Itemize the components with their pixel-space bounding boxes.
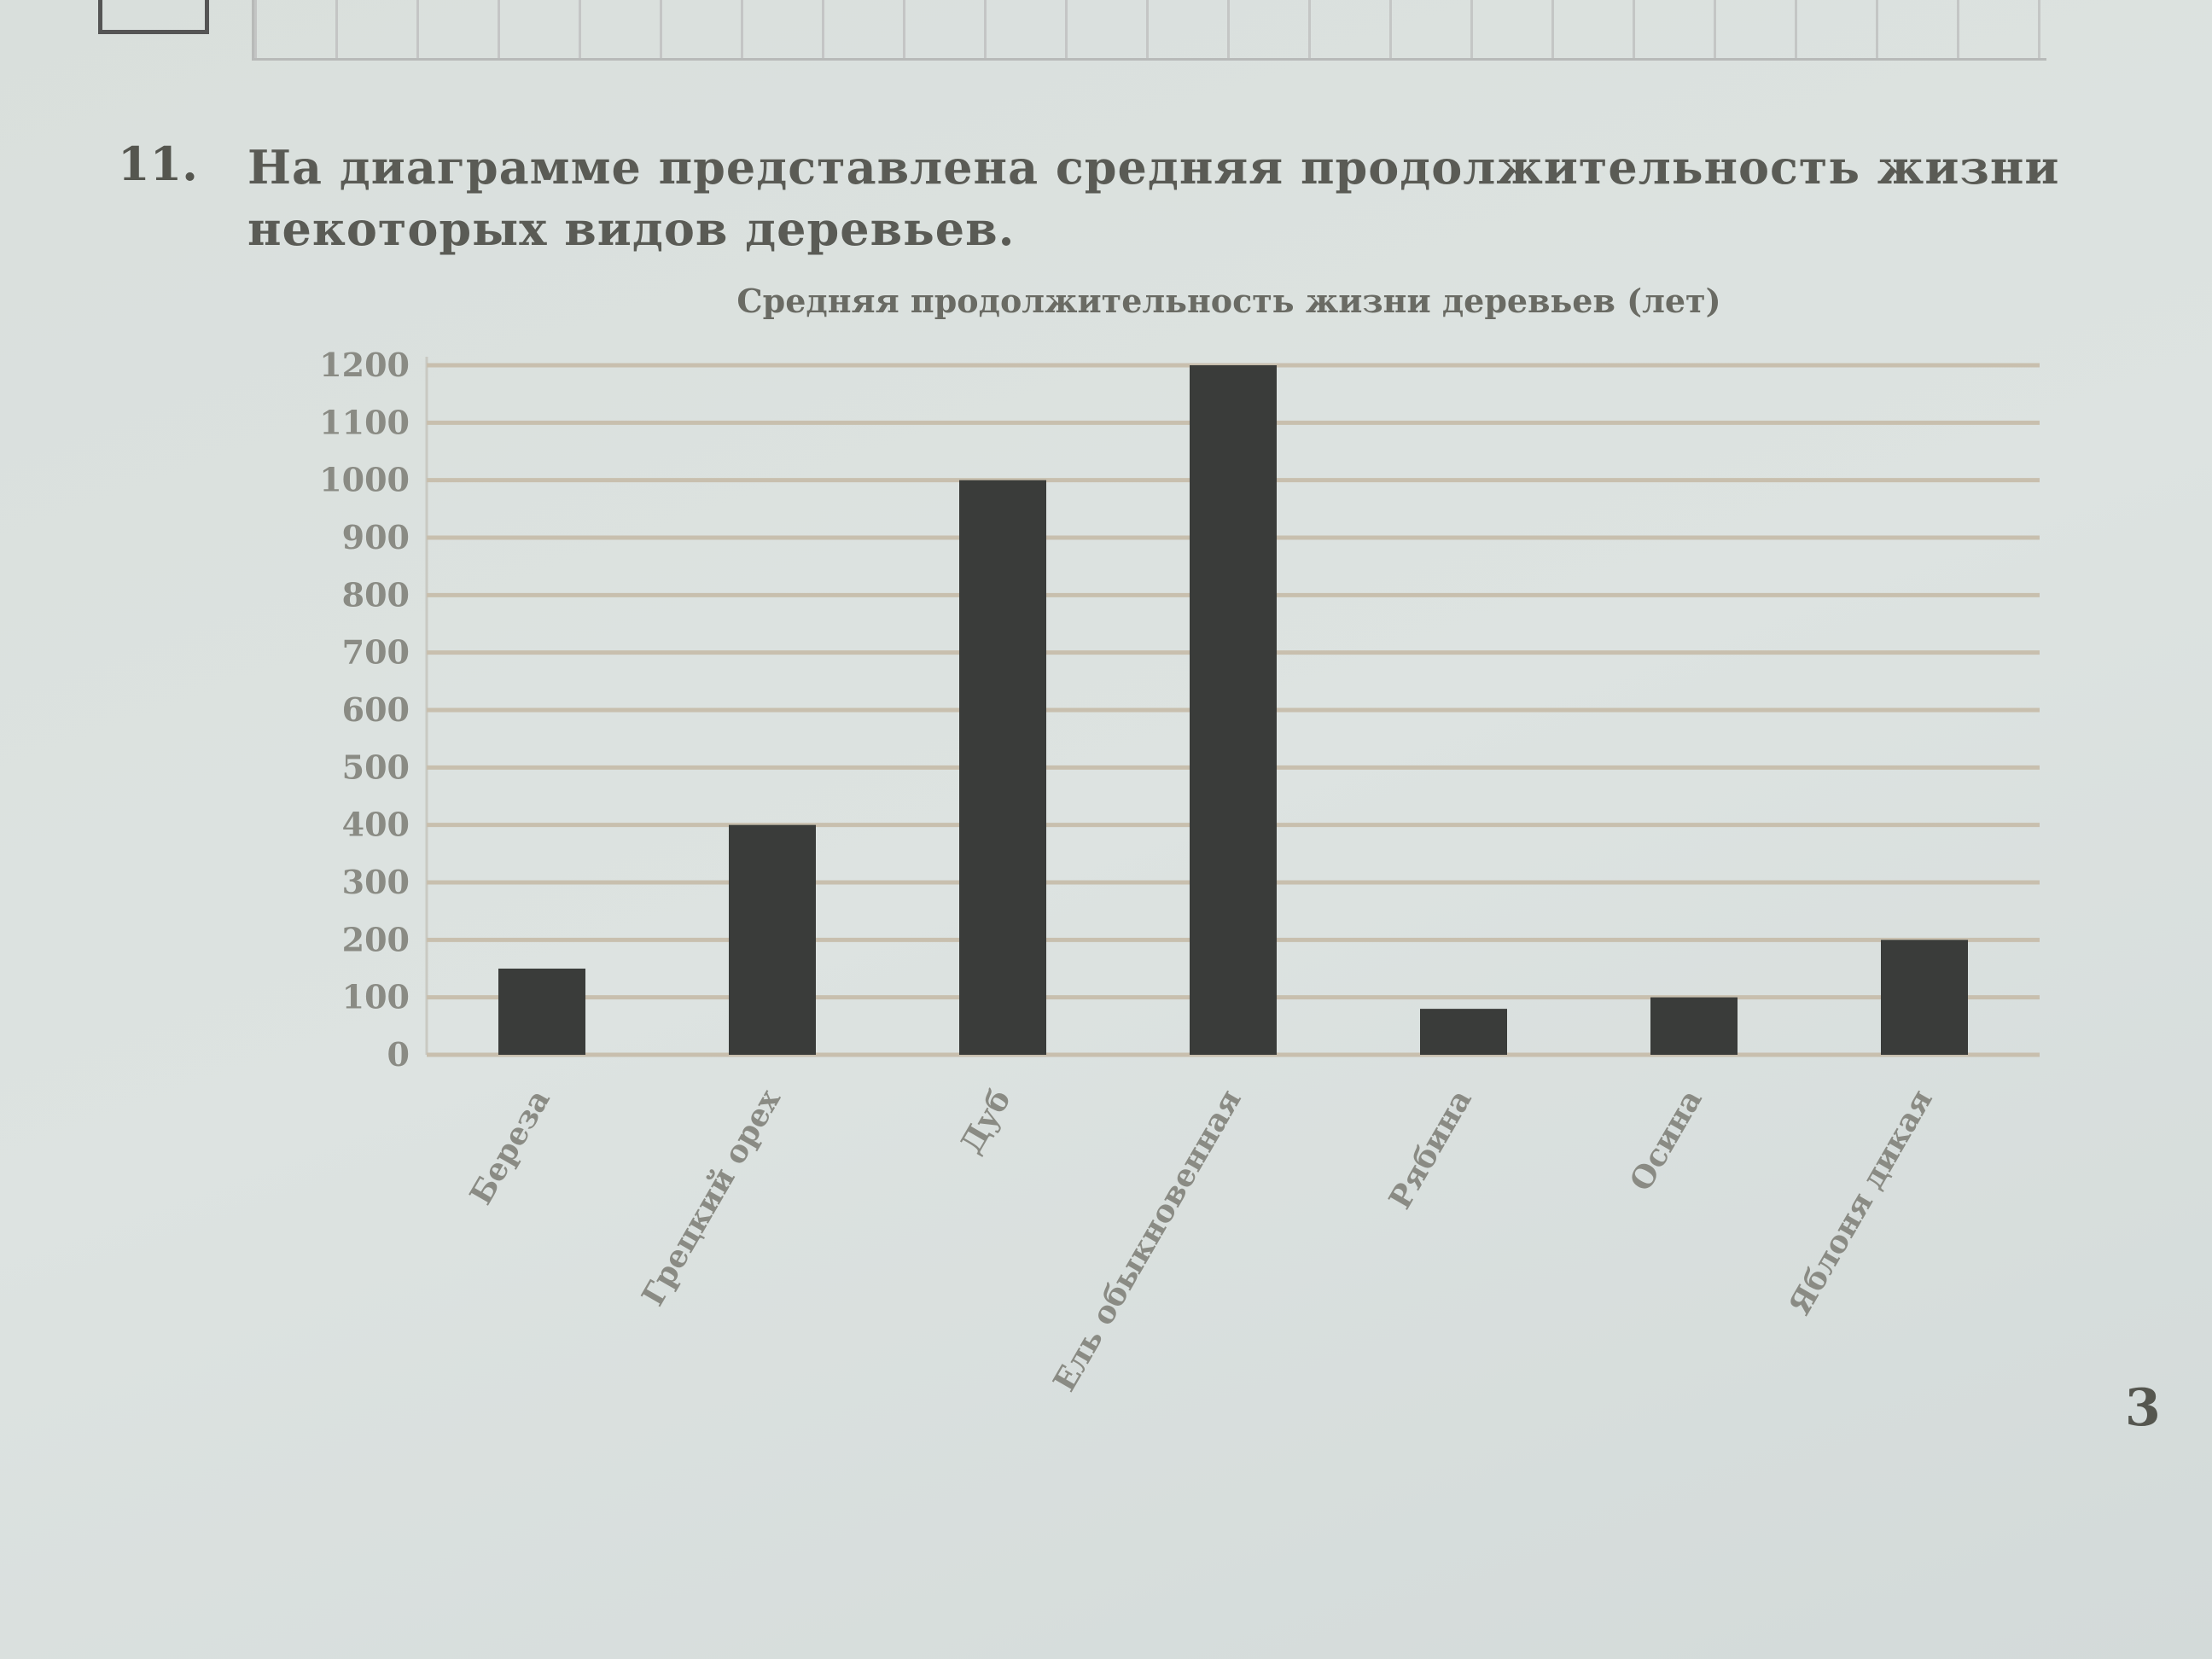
answer-grid — [252, 0, 2046, 61]
x-tick-label: Рябина — [1382, 1084, 1478, 1215]
y-tick-label: 600 — [342, 690, 410, 729]
y-tick-label: 100 — [342, 978, 410, 1016]
question-text: На диаграмме представлена средняя продол… — [247, 140, 2060, 256]
x-tick-label: Береза — [463, 1084, 556, 1211]
x-tick-label: Ель обыкновенная — [1046, 1084, 1249, 1398]
x-tick-label: Дуб — [953, 1084, 1018, 1160]
y-tick-label: 1100 — [319, 403, 410, 441]
bar — [1420, 1009, 1507, 1055]
y-tick-label: 400 — [342, 806, 410, 844]
y-tick-label: 0 — [387, 1035, 410, 1074]
y-tick-label: 800 — [342, 575, 410, 614]
page-number: 3 — [2125, 1378, 2161, 1438]
y-tick-label: 200 — [342, 920, 410, 958]
bar — [729, 824, 816, 1055]
x-tick-label: Яблоня дикая — [1782, 1084, 1940, 1321]
y-tick-label: 500 — [342, 748, 410, 786]
bar — [498, 969, 585, 1055]
x-tick-label: Осина — [1623, 1084, 1709, 1197]
answer-checkbox — [98, 0, 209, 34]
bar — [1881, 940, 1968, 1055]
chart-title: Средняя продолжительность жизни деревьев… — [736, 282, 1721, 320]
bar — [959, 480, 1046, 1055]
y-tick-label: 1000 — [319, 461, 410, 499]
x-tick-label: Грецкий орех — [635, 1083, 788, 1312]
bar — [1650, 997, 1738, 1055]
bar — [1190, 365, 1277, 1055]
question-number: 11. — [118, 137, 198, 191]
y-tick-label: 1200 — [319, 346, 410, 384]
y-tick-label: 900 — [342, 518, 410, 556]
y-tick-label: 300 — [342, 863, 410, 901]
y-tick-label: 700 — [342, 633, 410, 672]
